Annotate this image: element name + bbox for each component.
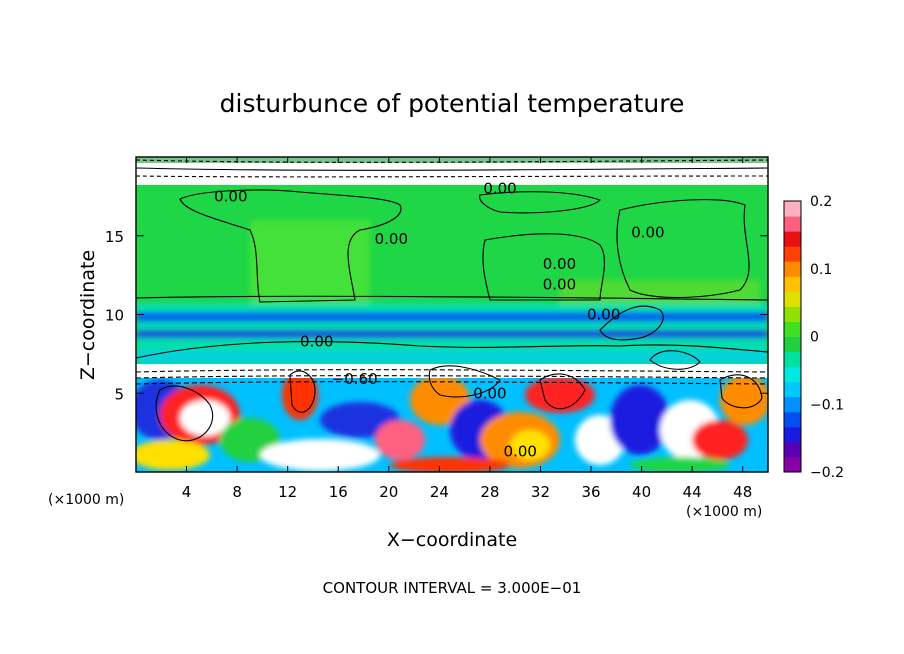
contour-interval-note: CONTOUR INTERVAL = 3.000E−01 — [323, 579, 582, 597]
colorbar-segment — [784, 441, 801, 458]
chart-title: disturbunce of potential temperature — [220, 89, 685, 118]
x-unit-label-left: (×1000 m) — [48, 492, 124, 508]
colorbar-segment — [784, 291, 801, 307]
x-axis-ticks: 4 8 12 16 20 24 28 32 36 40 44 48 — [182, 157, 752, 501]
contour-label: 0.00 — [375, 230, 408, 248]
contour-label: 0.00 — [473, 384, 506, 402]
x-tick-label: 20 — [379, 483, 398, 501]
colorbar-tick-label: −0.1 — [810, 397, 844, 413]
colorbar-segment — [784, 216, 801, 232]
x-unit-label-right: (×1000 m) — [686, 504, 762, 520]
contour-label: 0.00 — [214, 187, 247, 205]
x-tick-label: 8 — [232, 483, 242, 501]
contour-label: −0.60 — [332, 370, 378, 388]
contour-label: 0.00 — [300, 332, 333, 350]
x-tick-label: 12 — [278, 483, 297, 501]
y-tick-label: 15 — [105, 228, 124, 246]
x-tick-label: 40 — [632, 483, 651, 501]
colorbar-segment — [784, 396, 801, 413]
x-tick-label: 4 — [182, 483, 192, 501]
colorbar-segment — [784, 336, 801, 353]
colorbar-tick-label: 0.2 — [810, 194, 832, 210]
contour-label: 0.00 — [631, 224, 664, 242]
x-tick-label: 48 — [733, 483, 752, 501]
x-tick-label: 32 — [531, 483, 550, 501]
x-tick-label: 36 — [581, 483, 600, 501]
colorbar-segment — [784, 246, 801, 262]
contour-label-layer: 0.00 0.00 0.00 0.00 0.00 0.00 0.00 0.00 −0.60 0.0… — [214, 180, 665, 461]
colorbar-segment — [784, 306, 801, 322]
colorbar-segment — [784, 261, 801, 277]
colorbar-tick-label: −0.2 — [810, 465, 844, 481]
y-axis-ticks: 5 10 15 — [105, 228, 768, 403]
colorbar-segment — [784, 426, 801, 443]
cyan-band-bottom — [136, 351, 768, 365]
colorbar-segment — [784, 381, 801, 398]
contour-lines — [136, 159, 768, 442]
colorbar-segment — [784, 321, 801, 337]
lower-layer-white-cap — [136, 364, 768, 378]
x-axis-label: X−coordinate — [387, 529, 517, 551]
blue-band-lower — [136, 330, 768, 338]
y-axis-label: Z−coordinate — [77, 250, 99, 380]
plot-field — [136, 157, 768, 472]
blue-band-upper — [136, 312, 768, 322]
colorbar-segment — [784, 411, 801, 428]
colorbar-segment — [784, 201, 801, 217]
contour-label: 0.00 — [543, 276, 576, 294]
colorbar-segment — [784, 366, 801, 383]
y-tick-label: 5 — [114, 385, 124, 403]
light-green-patch-left — [250, 220, 370, 305]
colorbar-segment — [784, 456, 801, 473]
colorbar-tick-label: 0 — [810, 330, 819, 346]
colorbar-segment — [784, 231, 801, 247]
contour-label: 0.00 — [504, 443, 537, 461]
colorbar-frame — [783, 200, 802, 473]
contour-label: 0.00 — [587, 306, 620, 324]
colorbar-tick-label: 0.1 — [810, 262, 832, 278]
contour-label: 0.00 — [543, 255, 576, 273]
colorbar: 0.2 0.1 0 −0.1 −0.2 — [783, 194, 844, 481]
y-tick-label: 10 — [105, 307, 124, 325]
cyan-band-outer — [136, 303, 768, 351]
colorbar-segment — [784, 276, 801, 292]
x-tick-label: 28 — [480, 483, 499, 501]
lower-layer-blobs — [136, 370, 768, 472]
x-tick-label: 44 — [683, 483, 702, 501]
x-tick-label: 16 — [329, 483, 348, 501]
contour-label: 0.00 — [483, 180, 516, 198]
colorbar-segment — [784, 351, 801, 368]
upper-layer-dark-strip — [136, 157, 768, 163]
x-tick-label: 24 — [430, 483, 449, 501]
